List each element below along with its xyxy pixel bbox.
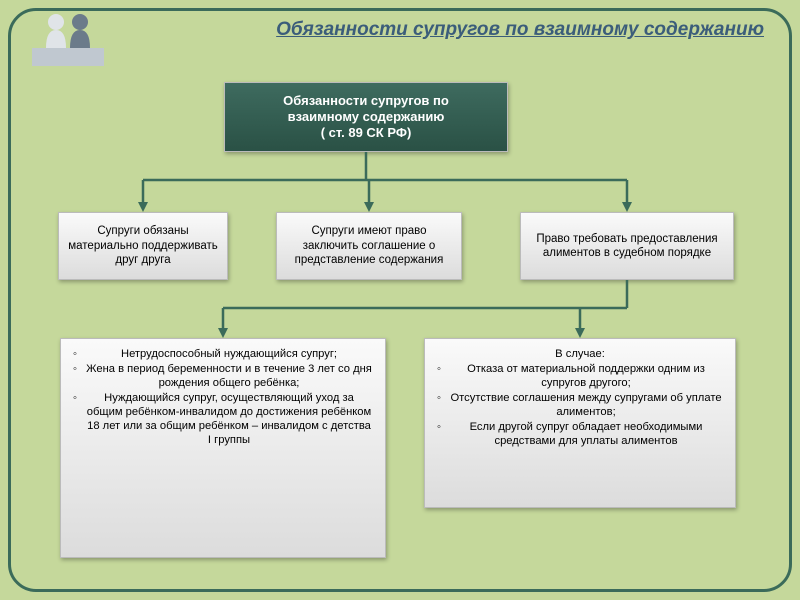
list-item: Нуждающийся супруг, осуществляющий уход … [73,391,373,447]
root-box: Обязанности супругов по взаимному содерж… [224,82,508,152]
root-line1: Обязанности супругов по [283,93,449,108]
people-icon [32,10,104,66]
list-heading: В случае: [437,347,723,361]
mid-center-box: Супруги имеют право заключить соглашение… [276,212,462,280]
bottom-left-box: Нетрудоспособный нуждающийся супруг; Жен… [60,338,386,558]
list-item: Если другой супруг обладает необходимыми… [437,420,723,448]
bottom-left-list: Нетрудоспособный нуждающийся супруг; Жен… [69,345,377,450]
mid-right-box: Право требовать предоставления алиментов… [520,212,734,280]
list-item: Жена в период беременности и в течение 3… [73,362,373,390]
root-line2: взаимному содержанию [288,109,445,124]
list-item: Отсутствие соглашения между супругами об… [437,391,723,419]
bottom-right-box: В случае: Отказа от материальной поддерж… [424,338,736,508]
bottom-right-list: В случае: Отказа от материальной поддерж… [433,345,727,451]
list-item: Отказа от материальной поддержки одним и… [437,362,723,390]
mid-left-box: Супруги обязаны материально поддерживать… [58,212,228,280]
list-item: Нетрудоспособный нуждающийся супруг; [73,347,373,361]
slide-title: Обязанности супругов по взаимному содерж… [204,18,764,43]
root-line3: ( ст. 89 СК РФ) [321,125,412,140]
